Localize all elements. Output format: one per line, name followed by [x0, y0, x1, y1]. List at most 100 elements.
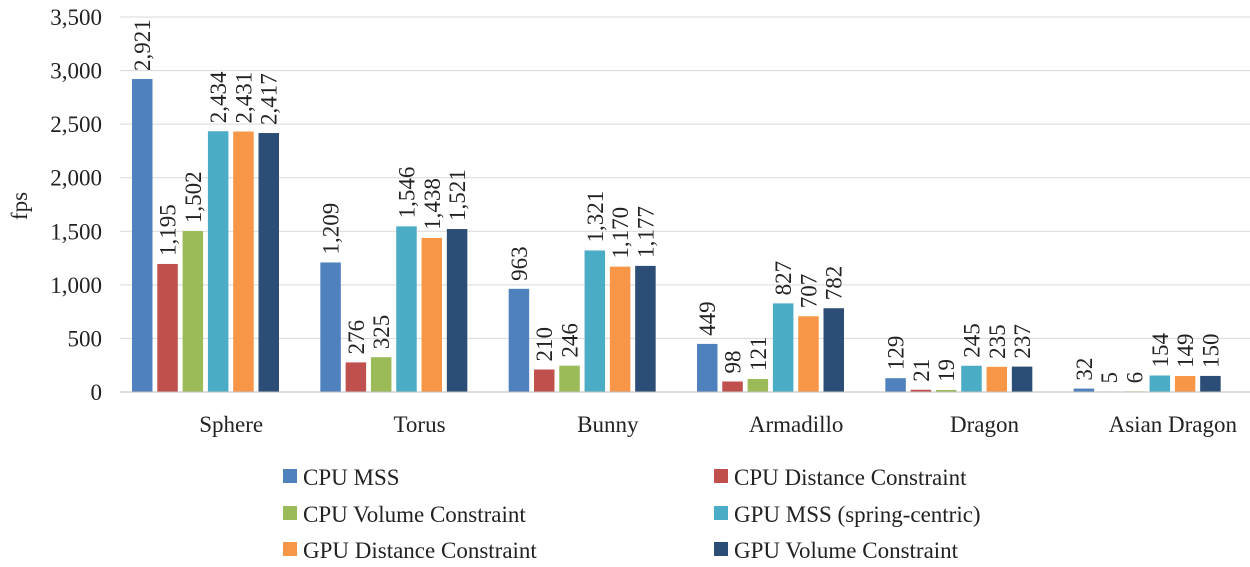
data-label: 6 — [1123, 372, 1148, 384]
y-tick-label: 3,000 — [50, 59, 102, 84]
bar-torus-5 — [446, 229, 468, 392]
legend-entry-label: CPU Distance Constraint — [734, 465, 967, 490]
bar-bunny-4 — [609, 266, 631, 392]
bar-dragon-4 — [986, 366, 1008, 392]
data-label: 149 — [1173, 334, 1198, 369]
bar-sphere-3 — [207, 131, 229, 392]
legend-entry-label: GPU Volume Constraint — [734, 538, 959, 563]
category-label: Bunny — [577, 412, 639, 437]
bar-torus-3 — [396, 226, 417, 392]
y-tick-label: 1,500 — [50, 219, 102, 244]
bar-bunny-5 — [635, 265, 656, 392]
y-tick-label: 2,000 — [50, 166, 102, 191]
data-label: 98 — [721, 351, 746, 374]
legend-swatch — [714, 469, 728, 483]
data-label: 827 — [771, 261, 796, 296]
data-label: 129 — [884, 336, 909, 371]
data-label: 237 — [1010, 324, 1035, 359]
y-tick-label: 0 — [91, 380, 103, 405]
data-label: 2,431 — [231, 72, 256, 124]
y-tick-label: 500 — [68, 326, 103, 351]
data-label: 154 — [1148, 333, 1173, 368]
data-label: 325 — [369, 315, 394, 350]
data-label: 2,921 — [130, 19, 155, 71]
bar-asian-dragon-3 — [1149, 375, 1171, 392]
bar-bunny-3 — [584, 250, 606, 392]
bar-armadillo-2 — [747, 379, 769, 392]
data-label: 1,209 — [319, 203, 344, 255]
legend-swatch — [714, 542, 728, 556]
legend-entry-label: GPU Distance Constraint — [303, 538, 537, 563]
data-label: 5 — [1097, 372, 1122, 384]
bar-armadillo-3 — [772, 303, 794, 392]
bar-sphere-2 — [182, 231, 204, 392]
bar-bunny-0 — [508, 288, 530, 392]
bar-bunny-1 — [533, 369, 555, 392]
data-label: 276 — [344, 320, 369, 355]
bar-torus-2 — [370, 357, 392, 392]
legend-swatch — [283, 506, 297, 520]
data-label: 235 — [985, 324, 1010, 359]
legend-swatch — [283, 469, 297, 483]
data-label: 1,177 — [633, 206, 658, 258]
legend-entry-label: GPU MSS (spring-centric) — [734, 502, 981, 527]
category-label: Dragon — [950, 412, 1019, 437]
bar-armadillo-5 — [823, 308, 844, 392]
data-label: 2,417 — [257, 73, 282, 125]
legend: CPU MSS CPU Distance Constraint CPU Volume… — [283, 465, 981, 563]
data-label: 1,521 — [445, 169, 470, 221]
data-label: 32 — [1072, 358, 1097, 381]
data-label: 150 — [1198, 333, 1223, 368]
bar-asian-dragon-4 — [1174, 376, 1196, 392]
legend-entry-label: CPU Volume Constraint — [303, 502, 526, 527]
data-label: 449 — [695, 301, 720, 336]
data-label: 707 — [796, 274, 821, 309]
data-label: 121 — [746, 337, 771, 372]
bar-armadillo-1 — [722, 381, 743, 392]
data-label: 782 — [822, 266, 847, 301]
bar-dragon-0 — [885, 378, 906, 392]
category-label: Torus — [393, 412, 445, 437]
bar-armadillo-0 — [697, 343, 718, 392]
data-label: 19 — [934, 359, 959, 382]
bar-asian-dragon-0 — [1073, 388, 1095, 392]
bar-sphere-1 — [157, 263, 178, 392]
bar-armadillo-4 — [798, 316, 819, 392]
data-label: 210 — [532, 327, 557, 362]
bar-dragon-5 — [1011, 366, 1033, 392]
y-tick-label: 3,500 — [50, 5, 102, 30]
bar-torus-0 — [320, 262, 341, 392]
data-label: 21 — [909, 359, 934, 382]
y-tick-label: 1,000 — [50, 273, 102, 298]
data-label: 1,170 — [608, 207, 633, 259]
data-label: 246 — [558, 323, 583, 358]
y-axis-title: fps — [7, 192, 32, 220]
category-label: Sphere — [199, 412, 263, 437]
category-label: Asian Dragon — [1109, 412, 1238, 437]
legend-entry-label: CPU MSS — [303, 465, 400, 490]
legend-swatch — [714, 506, 728, 520]
data-label: 2,434 — [206, 71, 231, 123]
gridlines — [120, 16, 1250, 339]
data-label: 1,321 — [583, 191, 608, 243]
data-label: 963 — [507, 246, 532, 281]
bar-dragon-3 — [961, 365, 982, 392]
bar-sphere-4 — [233, 131, 254, 393]
bar-torus-1 — [345, 362, 367, 392]
bar-bunny-2 — [559, 365, 580, 392]
data-label: 1,195 — [156, 204, 181, 256]
bar-torus-4 — [421, 237, 443, 392]
bar-asian-dragon-5 — [1200, 375, 1221, 392]
bar-sphere-5 — [258, 133, 279, 393]
data-label: 1,438 — [420, 178, 445, 230]
category-label: Armadillo — [749, 412, 844, 437]
legend-swatch — [283, 542, 297, 556]
data-label: 245 — [959, 323, 984, 358]
bar-dragon-1 — [910, 389, 932, 392]
bar-sphere-0 — [132, 79, 153, 393]
y-tick-label: 2,500 — [50, 112, 102, 137]
data-label: 1,546 — [394, 167, 419, 219]
data-label: 1,502 — [181, 171, 206, 223]
